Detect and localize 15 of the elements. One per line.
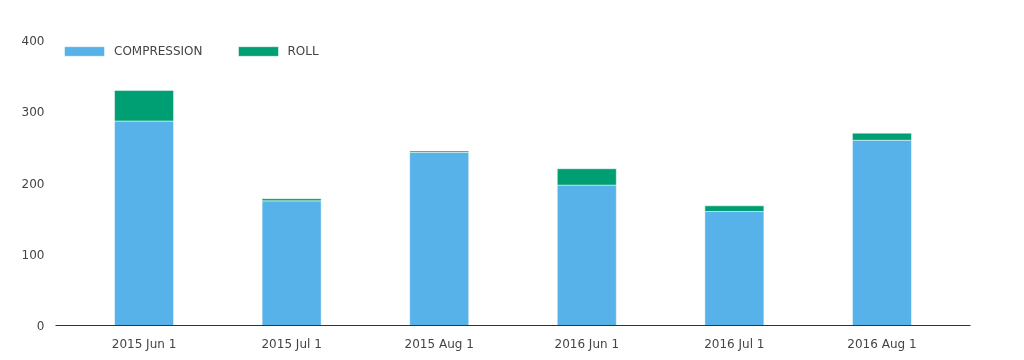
bar: [261, 200, 322, 326]
x-tick-label: 2016 Jun 1: [554, 336, 620, 351]
y-tick-label: 400: [21, 34, 45, 48]
x-tick-label: 2015 Jun 1: [111, 336, 177, 351]
x-tick-label: 2015 Aug 1: [404, 336, 474, 351]
y-tick-label: 100: [21, 247, 45, 262]
x-tick-label: 2016 Aug 1: [847, 336, 917, 351]
legend-label: COMPRESSION: [114, 44, 203, 58]
x-tick-label: 2016 Jul 1: [704, 336, 765, 351]
y-tick-label: 0: [36, 319, 45, 333]
legend-label: ROLL: [287, 44, 319, 58]
bar: [409, 152, 469, 326]
y-tick-label: 200: [21, 176, 45, 191]
y-tick-label: 300: [21, 105, 45, 120]
x-tick-label: 2015 Jul 1: [261, 336, 322, 351]
